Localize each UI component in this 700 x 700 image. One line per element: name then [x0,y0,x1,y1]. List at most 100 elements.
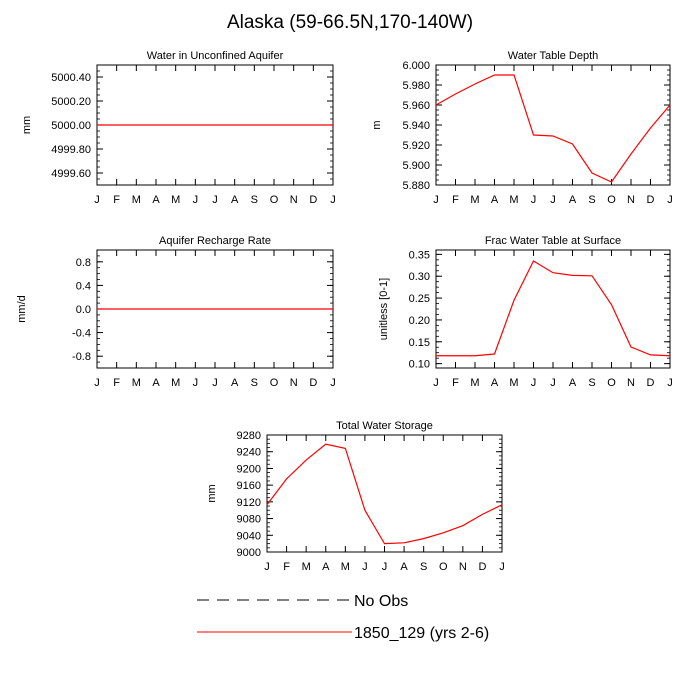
y-tick-label: 5.980 [402,80,430,92]
x-tick-label: J [94,194,100,206]
y-tick-label: 9040 [237,530,261,542]
panel-title: Frac Water Table at Surface [485,235,621,247]
x-tick-label: J [433,377,439,389]
y-tick-label: 9200 [237,463,261,475]
x-tick-label: J [550,377,556,389]
panel-title: Aquifer Recharge Rate [159,235,271,247]
y-tick-label: 5000.00 [51,120,91,132]
x-tick-label: O [439,561,448,573]
x-tick-label: D [309,194,317,206]
x-tick-label: M [509,194,518,206]
x-tick-label: S [251,377,258,389]
x-tick-label: S [251,194,258,206]
x-tick-label: F [452,377,459,389]
x-tick-label: N [290,377,298,389]
y-tick-label: 4999.60 [51,168,91,180]
x-tick-label: J [264,561,270,573]
x-tick-label: A [569,194,577,206]
x-tick-label: J [362,561,368,573]
x-tick-label: O [270,194,279,206]
x-tick-label: N [290,194,298,206]
x-tick-label: S [588,194,595,206]
x-tick-label: D [647,377,655,389]
y-tick-label: 5.900 [402,160,430,172]
panel-title: Water in Unconfined Aquifer [147,50,284,62]
y-tick-label: 0.30 [409,271,430,283]
series-line [435,74,671,183]
x-tick-label: J [550,194,556,206]
y-tick-label: -0.4 [72,328,91,340]
y-tick-label: 5000.20 [51,96,91,108]
y-tick-label: 0.20 [409,315,430,327]
x-tick-label: A [231,377,239,389]
x-tick-label: J [193,194,199,206]
x-tick-label: M [341,561,350,573]
x-tick-label: A [322,561,330,573]
y-axis-label: m [371,120,383,129]
x-tick-label: A [152,377,160,389]
x-tick-label: M [171,194,180,206]
x-tick-label: J [499,561,505,573]
x-tick-label: N [627,194,635,206]
y-tick-label: 5.880 [402,180,430,192]
x-tick-label: N [627,377,635,389]
x-tick-label: J [330,377,336,389]
y-tick-label: 9280 [237,430,261,442]
y-tick-label: 5.920 [402,140,430,152]
x-tick-label: S [420,561,427,573]
y-axis-label: mm [206,484,218,502]
y-tick-label: 5000.40 [51,72,91,84]
x-tick-label: A [400,561,408,573]
x-tick-label: F [283,561,290,573]
series-line [436,260,671,357]
x-tick-label: M [470,377,479,389]
legend: No Obs 1850_129 (yrs 2-6) [197,593,489,642]
x-tick-label: J [212,377,218,389]
x-tick-label: A [231,194,239,206]
y-axis-label: mm [21,116,33,134]
x-tick-label: F [452,194,459,206]
x-tick-label: J [433,194,439,206]
y-tick-label: 0.25 [409,293,430,305]
x-tick-label: J [382,561,388,573]
x-tick-label: O [270,377,279,389]
x-tick-label: J [531,194,537,206]
y-tick-label: 0.15 [409,337,430,349]
y-tick-label: 0.8 [76,257,91,269]
y-tick-label: 4999.80 [51,144,91,156]
x-tick-label: D [309,377,317,389]
x-tick-label: O [607,377,616,389]
y-axis-label: unitless [0-1] [378,278,390,340]
x-tick-label: M [132,377,141,389]
y-tick-label: 0.10 [409,359,430,371]
x-tick-label: D [647,194,655,206]
y-tick-label: 0.4 [76,280,91,292]
plot-frame [266,434,503,553]
y-axis-label: mm/d [16,295,28,323]
x-tick-label: A [569,377,577,389]
x-tick-label: O [607,194,616,206]
y-tick-label: 9160 [237,480,261,492]
y-tick-label: 9240 [237,447,261,459]
x-tick-label: A [491,377,499,389]
y-tick-label: 9080 [237,514,261,526]
x-tick-label: M [302,561,311,573]
y-tick-label: 6.000 [402,60,430,72]
x-tick-label: J [212,194,218,206]
x-tick-label: A [491,194,499,206]
x-tick-label: J [667,194,673,206]
x-tick-label: J [667,377,673,389]
panel-title: Water Table Depth [508,50,599,62]
x-tick-label: J [531,377,537,389]
legend-label: No Obs [354,593,408,610]
y-tick-label: 5.960 [402,100,430,112]
x-tick-label: F [113,194,120,206]
series-line [266,443,503,545]
x-tick-label: J [330,194,336,206]
x-tick-label: J [94,377,100,389]
x-tick-label: J [193,377,199,389]
